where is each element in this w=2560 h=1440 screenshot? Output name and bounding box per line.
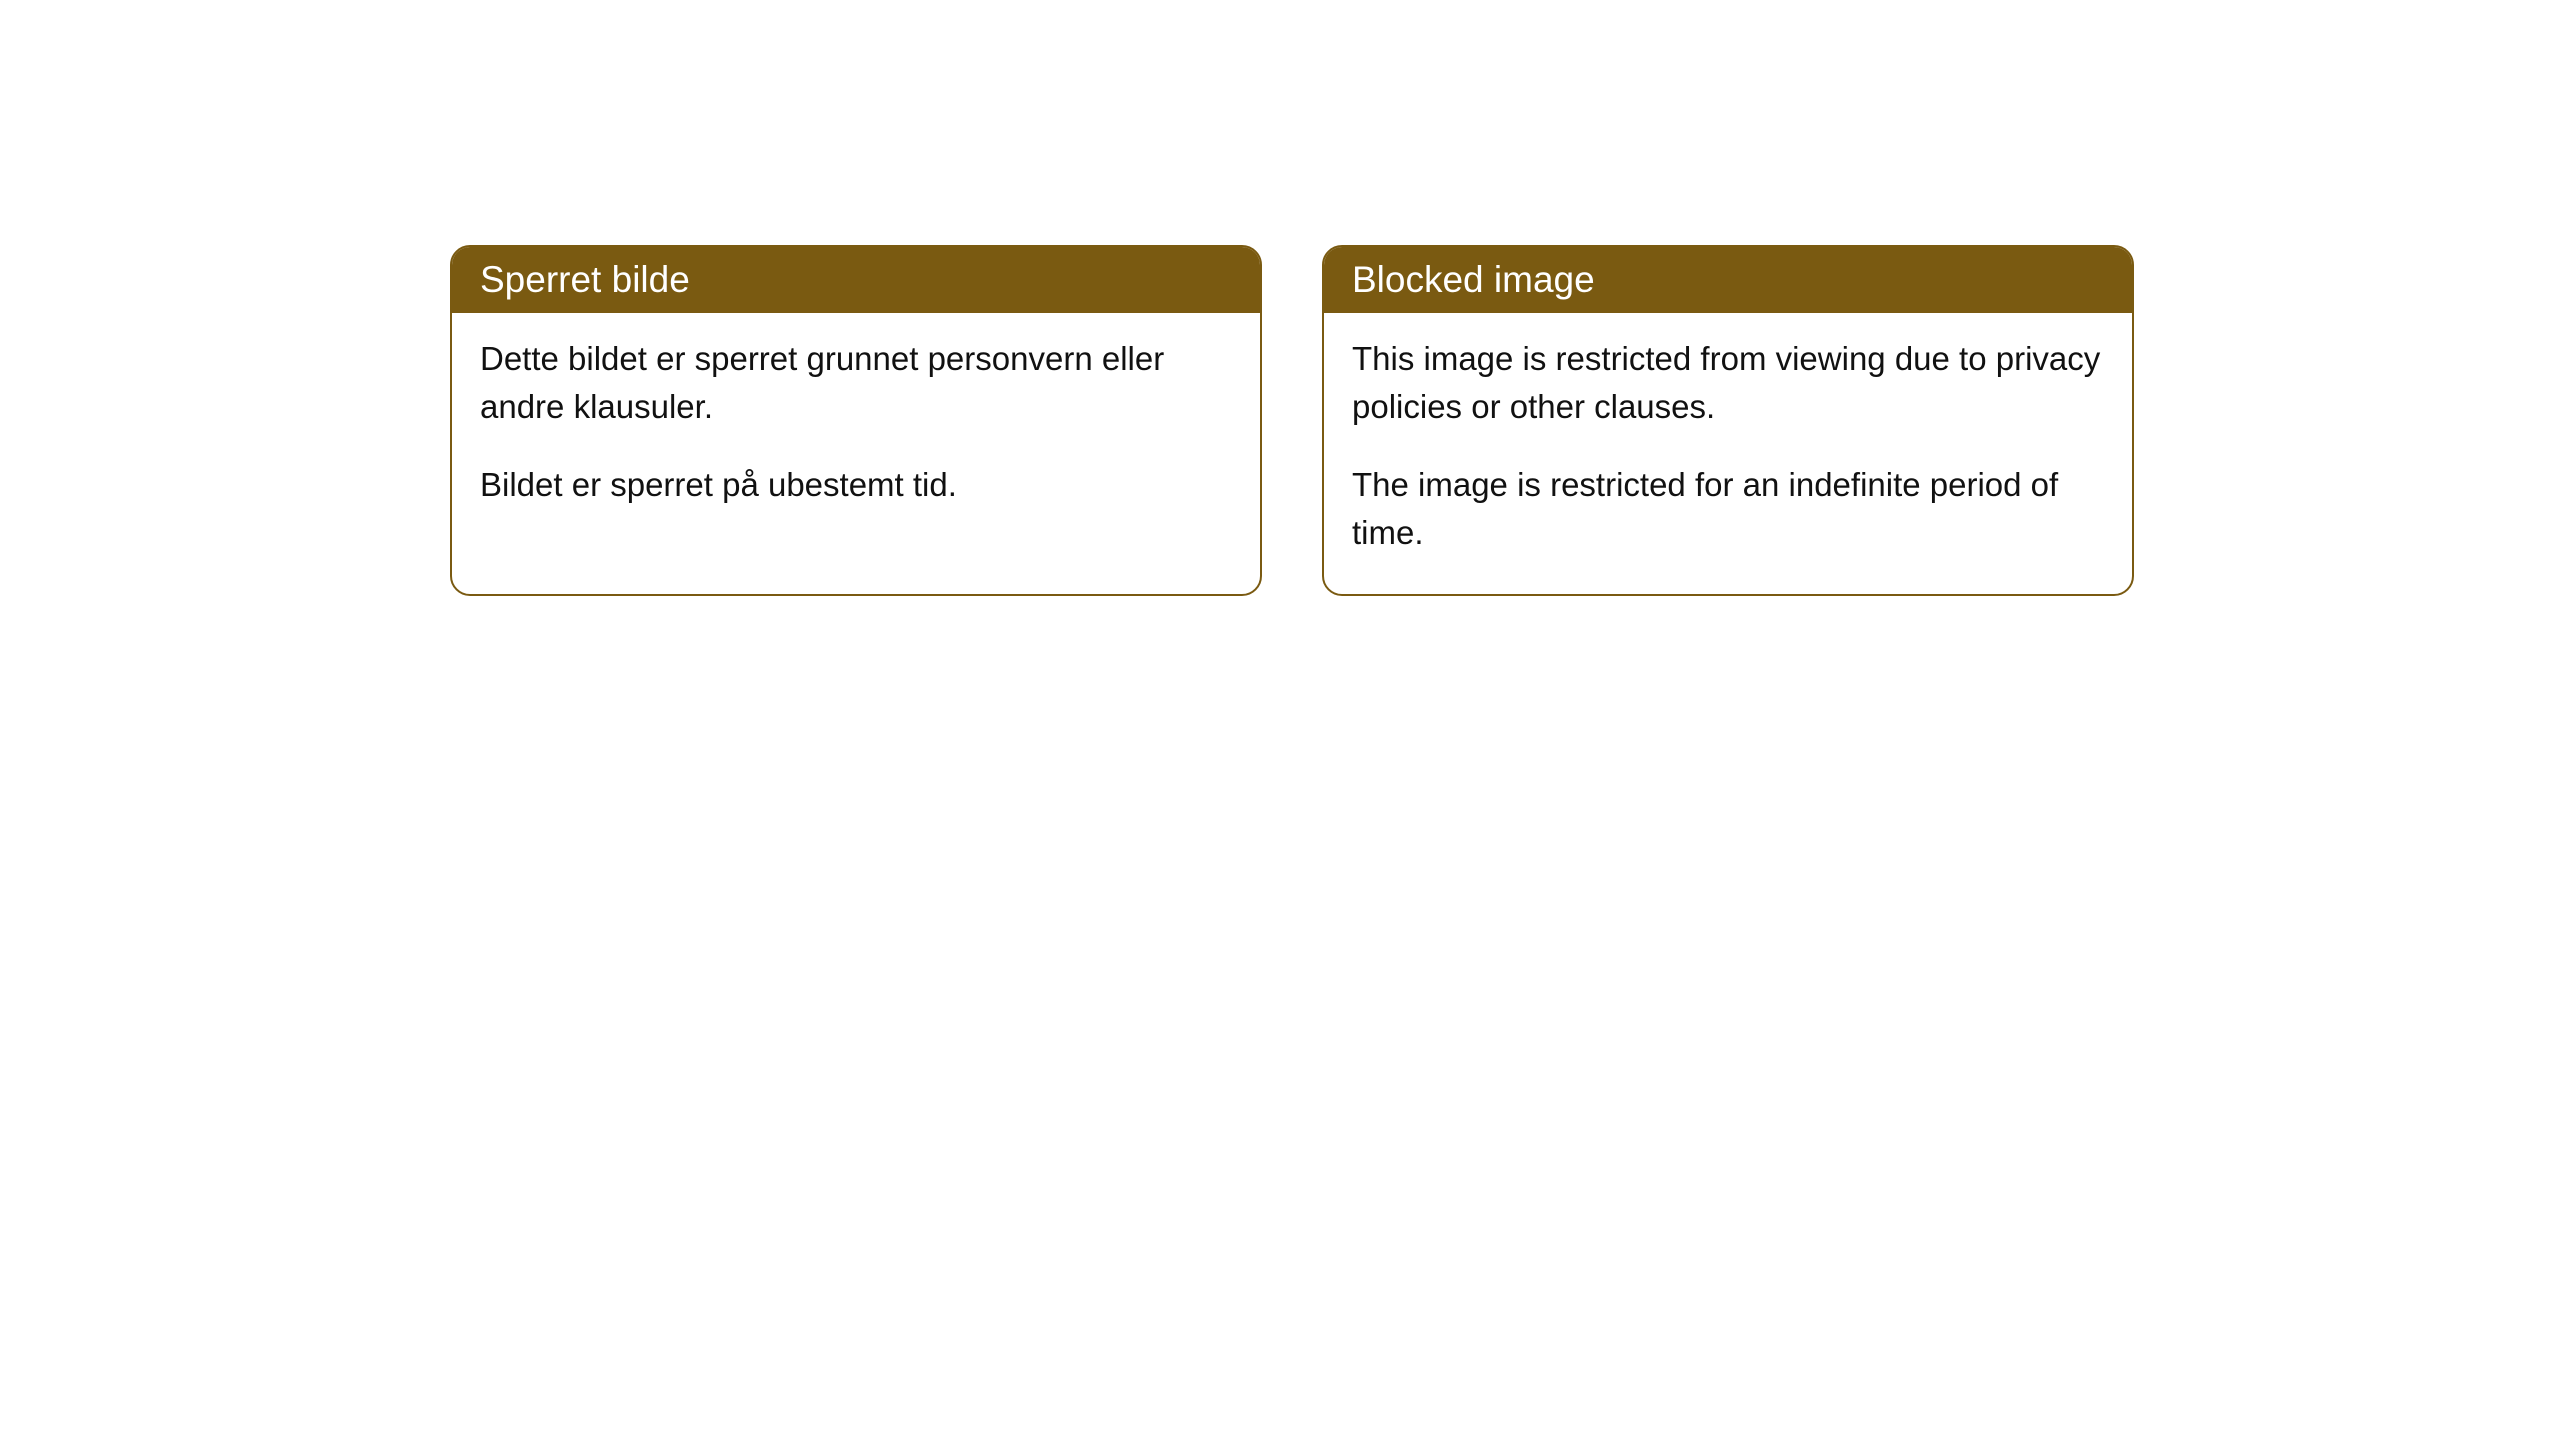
card-paragraph: The image is restricted for an indefinit… [1352,461,2104,557]
card-body: Dette bildet er sperret grunnet personve… [452,313,1260,547]
card-paragraph: This image is restricted from viewing du… [1352,335,2104,431]
card-title: Sperret bilde [480,259,690,300]
card-paragraph: Bildet er sperret på ubestemt tid. [480,461,1232,509]
notice-card-norwegian: Sperret bilde Dette bildet er sperret gr… [450,245,1262,596]
notice-card-english: Blocked image This image is restricted f… [1322,245,2134,596]
card-header: Sperret bilde [452,247,1260,313]
card-paragraph: Dette bildet er sperret grunnet personve… [480,335,1232,431]
card-title: Blocked image [1352,259,1595,300]
notice-container: Sperret bilde Dette bildet er sperret gr… [0,0,2560,596]
card-body: This image is restricted from viewing du… [1324,313,2132,594]
card-header: Blocked image [1324,247,2132,313]
